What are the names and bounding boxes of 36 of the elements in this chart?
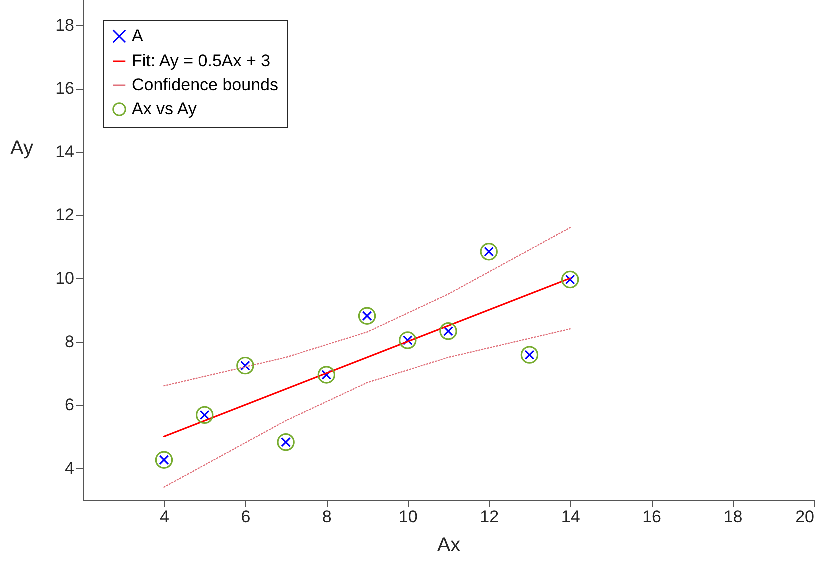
y-tick-label: 18 [56,16,74,35]
point [318,366,336,384]
legend-label: Fit: Ay = 0.5Ax + 3 [132,52,271,70]
y-tick-label: 8 [65,332,74,352]
point [196,406,214,424]
point [561,270,580,289]
y-tick-label: 10 [56,268,74,288]
point [399,332,417,350]
point [358,307,376,325]
x-tick-label: 14 [561,508,580,526]
y-tick-label: 14 [56,142,74,162]
x-tick-label: 4 [160,508,170,526]
line-series [164,328,571,488]
x-tick-label: 12 [480,508,500,526]
y-tick-label: 16 [56,79,74,98]
legend-label: Confidence bounds [132,76,279,94]
y-tick-label: 4 [65,458,74,478]
x-tick-label: 20 [796,508,814,526]
x-tick-label: 10 [398,508,418,526]
legend-label: Ax vs Ay [132,100,198,118]
x-tick-label: 6 [241,508,251,526]
x-axis-title: Ax [437,534,461,556]
point [277,434,295,452]
line-series [164,227,571,387]
y-tick-label: 6 [65,396,74,415]
point [236,356,254,375]
x-tick-label: 18 [724,508,743,526]
y-axis-title: Ay [10,138,34,160]
legend-label: A [132,26,144,46]
y-tick-label: 12 [56,206,74,225]
point [155,451,174,469]
point [480,243,498,261]
x-tick-label: 16 [642,508,662,526]
point [520,346,539,364]
x-tick-label: 8 [322,508,332,526]
point [440,322,458,340]
